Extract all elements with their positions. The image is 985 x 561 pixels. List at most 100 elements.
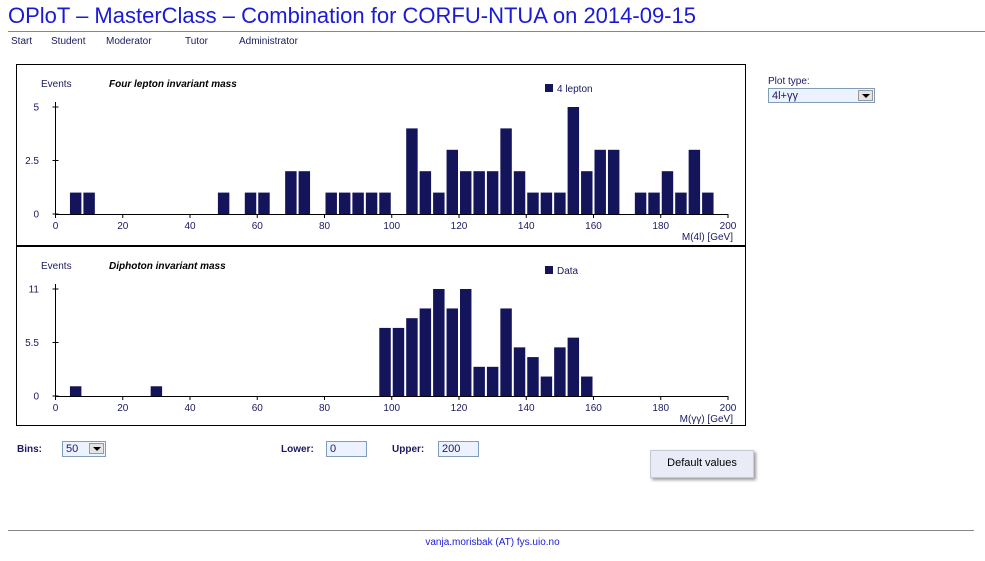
four-lepton-bar xyxy=(446,149,458,214)
nav-administrator[interactable]: Administrator xyxy=(239,36,298,47)
four-lepton-bar xyxy=(433,192,445,214)
four-lepton-bar xyxy=(258,192,270,214)
diphoton-chart: 0 20 40 60 80 100 120 140 160 180 200 0 5.5 11 Events D… xyxy=(17,247,745,427)
diphoton-y-tick-label: 11 xyxy=(29,285,40,296)
bins-value: 50 xyxy=(66,443,79,455)
footer-divider xyxy=(8,530,974,531)
four-lepton-bar xyxy=(83,192,95,214)
four-lepton-bar xyxy=(379,192,391,214)
four-lepton-x-tick-label: 0 xyxy=(53,221,59,232)
upper-input[interactable]: 200 xyxy=(438,441,479,457)
four-lepton-bar xyxy=(634,192,647,214)
lower-label: Lower: xyxy=(281,444,314,455)
four-lepton-x-label: M(4l) [GeV] xyxy=(682,232,733,243)
diphoton-bar xyxy=(406,318,418,396)
four-lepton-bar xyxy=(69,192,82,214)
diphoton-bar xyxy=(379,327,391,396)
four-lepton-y-label: Events xyxy=(41,79,72,90)
four-lepton-bar xyxy=(594,149,606,214)
four-lepton-bar xyxy=(406,128,418,214)
diphoton-bar xyxy=(486,366,499,396)
diphoton-bar xyxy=(150,386,163,396)
diphoton-bar xyxy=(500,308,512,396)
four-lepton-bar xyxy=(675,192,687,214)
upper-label: Upper: xyxy=(392,444,425,455)
four-lepton-title: Four lepton invariant mass xyxy=(109,79,237,90)
plot-type-label: Plot type: xyxy=(768,76,810,87)
nav-tutor[interactable]: Tutor xyxy=(185,36,208,47)
diphoton-x-tick-label: 120 xyxy=(451,403,468,414)
diphoton-bar xyxy=(527,357,539,396)
footer-contact[interactable]: vanja.morisbak (AT) fys.uio.no xyxy=(425,537,560,548)
diphoton-legend-swatch xyxy=(545,266,553,274)
diphoton-bar xyxy=(433,289,445,396)
diphoton-y-label: Events xyxy=(41,261,72,272)
diphoton-x-tick-label: 40 xyxy=(184,403,196,414)
diphoton-bar xyxy=(567,337,580,396)
page-title: OPloT – MasterClass – Combination for CO… xyxy=(8,3,696,28)
four-lepton-x-tick-label: 180 xyxy=(652,221,669,232)
four-lepton-bar xyxy=(352,192,364,214)
chevron-down-icon[interactable] xyxy=(858,90,873,101)
diphoton-bar xyxy=(554,347,566,396)
diphoton-y-tick-label: 5.5 xyxy=(25,338,39,349)
chevron-down-icon[interactable] xyxy=(89,443,104,454)
diphoton-x-tick-label: 180 xyxy=(652,403,669,414)
four-lepton-x-tick-label: 100 xyxy=(383,221,400,232)
diphoton-y-tick-label: 0 xyxy=(33,392,39,403)
four-lepton-bar xyxy=(500,128,512,214)
four-lepton-legend-label: 4 lepton xyxy=(557,84,593,95)
four-lepton-x-tick-label: 160 xyxy=(585,221,602,232)
four-lepton-bar xyxy=(661,171,674,214)
diphoton-x-tick-label: 0 xyxy=(53,403,59,414)
four-lepton-bar xyxy=(486,171,499,214)
plot-type-value: 4l+γγ xyxy=(772,90,798,102)
diphoton-x-tick-label: 160 xyxy=(585,403,602,414)
four-lepton-x-tick-label: 80 xyxy=(319,221,331,232)
four-lepton-bar xyxy=(298,171,311,214)
four-lepton-bar xyxy=(285,171,297,214)
four-lepton-bar xyxy=(607,149,620,214)
diphoton-x-tick-label: 80 xyxy=(319,403,331,414)
four-lepton-bar xyxy=(688,149,701,214)
default-values-button[interactable]: Default values xyxy=(650,450,754,478)
header-divider xyxy=(8,31,985,32)
four-lepton-bar xyxy=(567,107,580,214)
lower-input[interactable]: 0 xyxy=(326,441,367,457)
panel-divider xyxy=(17,245,745,247)
four-lepton-x-tick-label: 40 xyxy=(184,221,196,232)
four-lepton-bar xyxy=(325,192,337,214)
four-lepton-y-tick-label: 2.5 xyxy=(25,156,39,167)
diphoton-chart-svg: 0 20 40 60 80 100 120 140 160 180 200 0 5.5 11 Events D… xyxy=(25,261,737,425)
diphoton-bar xyxy=(69,386,82,396)
four-lepton-bar xyxy=(513,171,526,214)
diphoton-x-tick-label: 100 xyxy=(383,403,400,414)
four-lepton-y-tick-label: 5 xyxy=(33,103,39,114)
four-lepton-x-tick-label: 20 xyxy=(117,221,129,232)
four-lepton-y-tick-label: 0 xyxy=(33,210,39,221)
four-lepton-bar xyxy=(581,171,593,214)
diphoton-bar xyxy=(460,289,472,396)
four-lepton-x-tick-label: 200 xyxy=(720,221,737,232)
four-lepton-bar xyxy=(460,171,472,214)
four-lepton-chart: 0 20 40 60 80 100 120 140 160 180 200 0 2.5 5 Events Fo… xyxy=(17,65,745,245)
diphoton-x-tick-label: 200 xyxy=(720,403,737,414)
diphoton-bar xyxy=(540,376,553,396)
diphoton-bar xyxy=(392,327,405,396)
four-lepton-bar xyxy=(554,192,566,214)
bins-select[interactable]: 50 xyxy=(62,441,106,457)
diphoton-bar xyxy=(581,376,593,396)
diphoton-bar xyxy=(419,308,432,396)
four-lepton-bar xyxy=(527,192,539,214)
nav-student[interactable]: Student xyxy=(51,36,86,47)
diphoton-x-tick-label: 140 xyxy=(518,403,535,414)
four-lepton-bar xyxy=(540,192,553,214)
plot-type-select[interactable]: 4l+γγ xyxy=(768,88,875,103)
four-lepton-bar xyxy=(473,171,485,214)
four-lepton-bar xyxy=(702,192,714,214)
diphoton-bar xyxy=(513,347,526,396)
nav-moderator[interactable]: Moderator xyxy=(106,36,152,47)
nav-start[interactable]: Start xyxy=(11,36,33,47)
four-lepton-x-tick-label: 140 xyxy=(518,221,535,232)
diphoton-legend-label: Data xyxy=(557,266,579,277)
